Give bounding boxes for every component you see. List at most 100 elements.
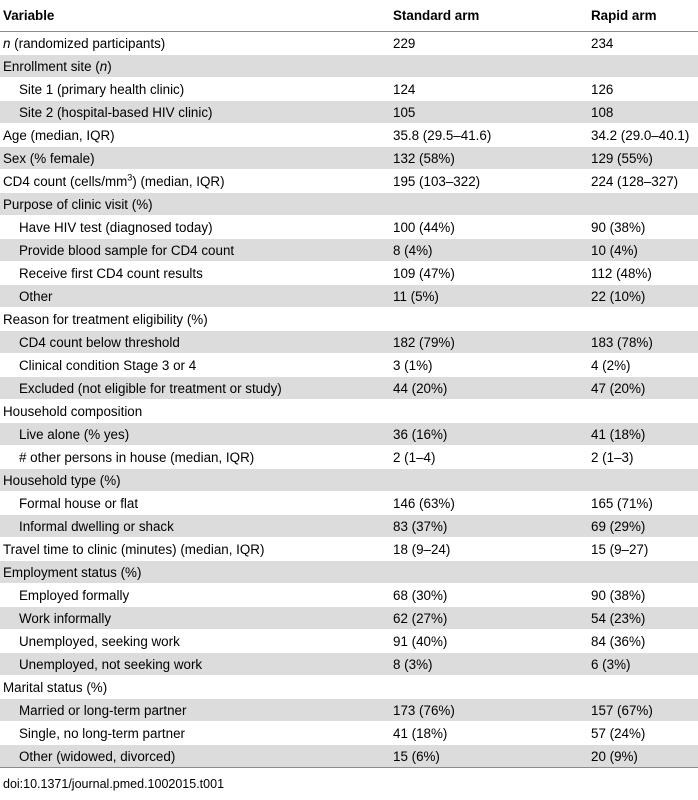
- cell-rapid-arm: [588, 399, 698, 423]
- cell-variable: Enrollment site (n): [0, 54, 390, 78]
- cell-rapid-arm: [588, 307, 698, 331]
- cell-rapid-arm: 41 (18%): [588, 422, 698, 446]
- cell-standard-arm: 195 (103–322): [390, 169, 588, 193]
- cell-standard-arm: 15 (6%): [390, 744, 588, 768]
- table-row: Employed formally 68 (30%) 90 (38%): [0, 583, 698, 607]
- cell-standard-arm: [390, 307, 588, 331]
- table-row: n (randomized participants) 229 234: [0, 31, 698, 55]
- cell-variable: Live alone (% yes): [0, 422, 390, 446]
- variable-label-part: Unemployed, seeking work: [19, 633, 180, 649]
- cell-rapid-arm: 22 (10%): [588, 284, 698, 308]
- cell-standard-arm: [390, 54, 588, 78]
- variable-label-part: Receive first CD4 count results: [19, 265, 203, 281]
- variable-label-part: # other persons in house (median, IQR): [19, 449, 255, 465]
- cell-standard-arm: 18 (9–24): [390, 537, 588, 561]
- table-row: # other persons in house (median, IQR) 2 …: [0, 445, 698, 469]
- cell-standard-arm: 105: [390, 100, 588, 124]
- table-row: Informal dwelling or shack 83 (37%) 69 (29…: [0, 514, 698, 538]
- cell-variable: # other persons in house (median, IQR): [0, 445, 390, 469]
- cell-rapid-arm: 84 (36%): [588, 629, 698, 653]
- cell-rapid-arm: 157 (67%): [588, 698, 698, 722]
- cell-rapid-arm: 2 (1–3): [588, 445, 698, 469]
- cell-rapid-arm: [588, 468, 698, 492]
- table-row: Purpose of clinic visit (%): [0, 192, 698, 216]
- variable-label-part: Work informally: [19, 610, 112, 626]
- cell-standard-arm: 109 (47%): [390, 261, 588, 285]
- variable-label-part: Purpose of clinic visit (%): [3, 196, 153, 212]
- variable-label-part: Single, no long-term partner: [19, 725, 185, 741]
- table-row: Other (widowed, divorced) 15 (6%) 20 (9%): [0, 744, 698, 768]
- variable-label-part: Marital status (%): [3, 679, 108, 695]
- table-row: Other 11 (5%) 22 (10%): [0, 284, 698, 308]
- variable-label-part: Unemployed, not seeking work: [19, 656, 203, 672]
- cell-rapid-arm: 224 (128–327): [588, 169, 698, 193]
- cell-rapid-arm: 6 (3%): [588, 652, 698, 676]
- cell-rapid-arm: 54 (23%): [588, 606, 698, 630]
- cell-standard-arm: [390, 399, 588, 423]
- cell-variable: Marital status (%): [0, 675, 390, 699]
- cell-standard-arm: 124: [390, 77, 588, 101]
- cell-rapid-arm: 57 (24%): [588, 721, 698, 745]
- variable-label-part: Married or long-term partner: [19, 702, 187, 718]
- variable-label-part: n: [3, 35, 11, 51]
- table-row: Reason for treatment eligibility (%): [0, 307, 698, 331]
- cell-variable: Other: [0, 284, 390, 308]
- variable-label-part: (randomized participants): [10, 35, 166, 51]
- cell-variable: CD4 count (cells/mm3) (median, IQR): [0, 169, 390, 193]
- cell-variable: Reason for treatment eligibility (%): [0, 307, 390, 331]
- table-row: Household type (%): [0, 468, 698, 492]
- cell-variable: Work informally: [0, 606, 390, 630]
- cell-variable: Employed formally: [0, 583, 390, 607]
- cell-standard-arm: [390, 560, 588, 584]
- cell-standard-arm: 146 (63%): [390, 491, 588, 515]
- cell-standard-arm: 44 (20%): [390, 376, 588, 400]
- table-row: Receive first CD4 count results 109 (47%)…: [0, 261, 698, 285]
- variable-label-part: Household composition: [3, 403, 143, 419]
- cell-variable: Site 1 (primary health clinic): [0, 77, 390, 101]
- table-row: Married or long-term partner 173 (76%) 157…: [0, 698, 698, 722]
- cell-variable: Informal dwelling or shack: [0, 514, 390, 538]
- cell-standard-arm: [390, 468, 588, 492]
- cell-variable: Travel time to clinic (minutes) (median,…: [0, 537, 390, 561]
- cell-variable: Unemployed, seeking work: [0, 629, 390, 653]
- cell-variable: Single, no long-term partner: [0, 721, 390, 745]
- cell-variable: Receive first CD4 count results: [0, 261, 390, 285]
- table-row: Unemployed, seeking work 91 (40%) 84 (36%): [0, 629, 698, 653]
- table-row: Provide blood sample for CD4 count 8 (4%)…: [0, 238, 698, 262]
- table-row: Marital status (%): [0, 675, 698, 699]
- cell-standard-arm: 36 (16%): [390, 422, 588, 446]
- variable-label-part: Employed formally: [19, 587, 130, 603]
- table-row: Have HIV test (diagnosed today) 100 (44%)…: [0, 215, 698, 239]
- variable-label-part: Formal house or flat: [19, 495, 139, 511]
- cell-standard-arm: 41 (18%): [390, 721, 588, 745]
- variable-label-part: CD4 count below threshold: [19, 334, 180, 350]
- table-row: Enrollment site (n): [0, 54, 698, 78]
- variable-label-part: Other (widowed, divorced): [19, 748, 176, 764]
- cell-rapid-arm: [588, 560, 698, 584]
- cell-variable: Household type (%): [0, 468, 390, 492]
- cell-rapid-arm: 34.2 (29.0–40.1): [588, 123, 698, 147]
- table-row: Travel time to clinic (minutes) (median,…: [0, 537, 698, 561]
- cell-rapid-arm: 15 (9–27): [588, 537, 698, 561]
- variable-label-part: Reason for treatment eligibility (%): [3, 311, 208, 327]
- variable-label-part: Sex (% female): [3, 150, 95, 166]
- variable-label-part: Age (median, IQR): [3, 127, 115, 143]
- cell-variable: Employment status (%): [0, 560, 390, 584]
- variable-label-part: Travel time to clinic (minutes) (median,…: [3, 541, 265, 557]
- cell-variable: Have HIV test (diagnosed today): [0, 215, 390, 239]
- cell-standard-arm: 68 (30%): [390, 583, 588, 607]
- cell-variable: CD4 count below threshold: [0, 330, 390, 354]
- cell-variable: Married or long-term partner: [0, 698, 390, 722]
- cell-rapid-arm: [588, 54, 698, 78]
- variable-label-part: Employment status (%): [3, 564, 142, 580]
- cell-rapid-arm: 69 (29%): [588, 514, 698, 538]
- cell-standard-arm: 182 (79%): [390, 330, 588, 354]
- cell-rapid-arm: 112 (48%): [588, 261, 698, 285]
- cell-standard-arm: 3 (1%): [390, 353, 588, 377]
- header-rapid-arm: Rapid arm: [588, 0, 698, 32]
- variable-label-part: n: [99, 58, 108, 74]
- cell-standard-arm: 35.8 (29.5–41.6): [390, 123, 588, 147]
- cell-rapid-arm: 126: [588, 77, 698, 101]
- cell-variable: Formal house or flat: [0, 491, 390, 515]
